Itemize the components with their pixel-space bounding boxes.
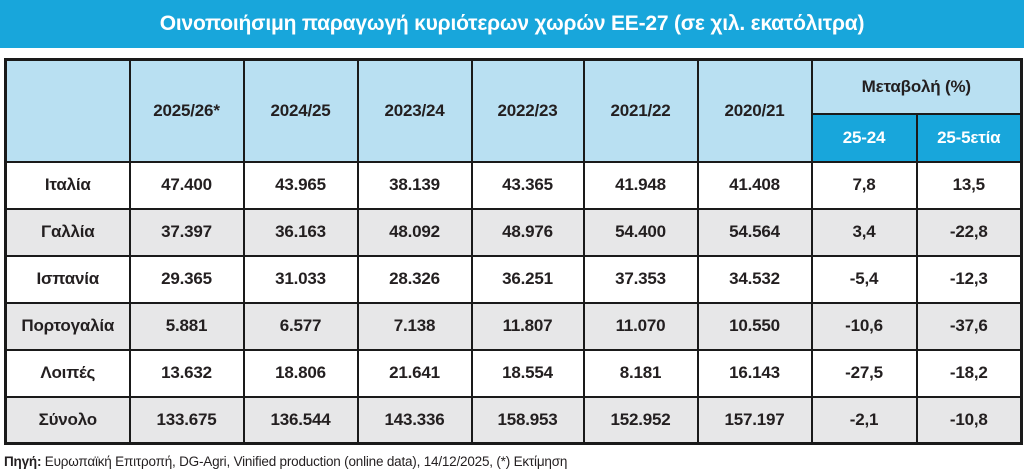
change-cell: -2,1 bbox=[810, 395, 918, 445]
column-header-change-25-24: 25-24 bbox=[810, 112, 918, 163]
value-cell: 47.400 bbox=[128, 160, 245, 210]
value-cell: 152.952 bbox=[582, 395, 699, 445]
column-header-change-25-5yr: 25-5ετία bbox=[915, 112, 1023, 163]
table-row-portugal: Πορτογαλία 5.881 6.577 7.138 11.807 11.0… bbox=[4, 301, 1023, 351]
title-bar: Οινοποιήσιμη παραγωγή κυριότερων χωρών Ε… bbox=[0, 0, 1024, 48]
value-cell: 43.365 bbox=[470, 160, 585, 210]
table-row-france: Γαλλία 37.397 36.163 48.092 48.976 54.40… bbox=[4, 207, 1023, 257]
column-header-2024-25: 2024/25 bbox=[242, 58, 359, 163]
row-label: Λοιπές bbox=[4, 348, 131, 398]
table-body: Ιταλία 47.400 43.965 38.139 43.365 41.94… bbox=[4, 160, 1023, 445]
change-cell: 7,8 bbox=[810, 160, 918, 210]
table-row-others: Λοιπές 13.632 18.806 21.641 18.554 8.181… bbox=[4, 348, 1023, 398]
change-cell: -18,2 bbox=[915, 348, 1023, 398]
row-label: Γαλλία bbox=[4, 207, 131, 257]
value-cell: 133.675 bbox=[128, 395, 245, 445]
value-cell: 6.577 bbox=[242, 301, 359, 351]
column-header-2025-26: 2025/26* bbox=[128, 58, 245, 163]
column-header-2020-21: 2020/21 bbox=[696, 58, 813, 163]
change-cell: -5,4 bbox=[810, 254, 918, 304]
table-row-italy: Ιταλία 47.400 43.965 38.139 43.365 41.94… bbox=[4, 160, 1023, 210]
change-cell: 13,5 bbox=[915, 160, 1023, 210]
header-row-sub: 25-24 25-5ετία bbox=[6, 112, 1023, 163]
value-cell: 41.408 bbox=[696, 160, 813, 210]
value-cell: 136.544 bbox=[242, 395, 359, 445]
value-cell: 54.400 bbox=[582, 207, 699, 257]
row-label: Ισπανία bbox=[4, 254, 131, 304]
value-cell: 10.550 bbox=[696, 301, 813, 351]
value-cell: 8.181 bbox=[582, 348, 699, 398]
change-cell: 3,4 bbox=[810, 207, 918, 257]
value-cell: 54.564 bbox=[696, 207, 813, 257]
corner-cell bbox=[4, 58, 131, 163]
value-cell: 143.336 bbox=[356, 395, 473, 445]
table-row-spain: Ισπανία 29.365 31.033 28.326 36.251 37.3… bbox=[4, 254, 1023, 304]
table-header: 2025/26* 2024/25 2023/24 2022/23 2021/22… bbox=[4, 58, 1023, 163]
value-cell: 7.138 bbox=[356, 301, 473, 351]
value-cell: 157.197 bbox=[696, 395, 813, 445]
value-cell: 5.881 bbox=[128, 301, 245, 351]
column-header-2023-24: 2023/24 bbox=[356, 58, 473, 163]
value-cell: 38.139 bbox=[356, 160, 473, 210]
table-row-total: Σύνολο 133.675 136.544 143.336 158.953 1… bbox=[4, 395, 1023, 445]
column-header-2021-22: 2021/22 bbox=[582, 58, 699, 163]
row-label: Πορτογαλία bbox=[4, 301, 131, 351]
source-note: Πηγή: Ευρωπαϊκή Επιτροπή, DG-Agri, Vinif… bbox=[4, 454, 1020, 469]
source-text: Ευρωπαϊκή Επιτροπή, DG-Agri, Vinified pr… bbox=[41, 454, 568, 469]
value-cell: 18.806 bbox=[242, 348, 359, 398]
value-cell: 11.070 bbox=[582, 301, 699, 351]
value-cell: 43.965 bbox=[242, 160, 359, 210]
value-cell: 36.251 bbox=[470, 254, 585, 304]
change-cell: -37,6 bbox=[915, 301, 1023, 351]
value-cell: 11.807 bbox=[470, 301, 585, 351]
page-title: Οινοποιήσιμη παραγωγή κυριότερων χωρών Ε… bbox=[159, 12, 865, 35]
value-cell: 13.632 bbox=[128, 348, 245, 398]
value-cell: 16.143 bbox=[696, 348, 813, 398]
change-cell: -12,3 bbox=[915, 254, 1023, 304]
value-cell: 36.163 bbox=[242, 207, 359, 257]
header-row-main: 2025/26* 2024/25 2023/24 2022/23 2021/22… bbox=[4, 58, 1023, 163]
value-cell: 18.554 bbox=[470, 348, 585, 398]
value-cell: 48.976 bbox=[470, 207, 585, 257]
value-cell: 21.641 bbox=[356, 348, 473, 398]
change-cell: -27,5 bbox=[810, 348, 918, 398]
value-cell: 37.353 bbox=[582, 254, 699, 304]
value-cell: 37.397 bbox=[128, 207, 245, 257]
value-cell: 28.326 bbox=[356, 254, 473, 304]
column-header-2022-23: 2022/23 bbox=[470, 58, 585, 163]
change-cell: -10,8 bbox=[915, 395, 1023, 445]
change-cell: -22,8 bbox=[915, 207, 1023, 257]
change-cell: -10,6 bbox=[810, 301, 918, 351]
source-label: Πηγή: bbox=[4, 454, 42, 469]
row-label: Ιταλία bbox=[4, 160, 131, 210]
wine-production-table: 2025/26* 2024/25 2023/24 2022/23 2021/22… bbox=[4, 58, 1023, 445]
value-cell: 34.532 bbox=[696, 254, 813, 304]
value-cell: 48.092 bbox=[356, 207, 473, 257]
row-label: Σύνολο bbox=[4, 395, 131, 445]
value-cell: 31.033 bbox=[242, 254, 359, 304]
value-cell: 29.365 bbox=[128, 254, 245, 304]
column-group-change: Μεταβολή (%) bbox=[810, 58, 1023, 115]
value-cell: 158.953 bbox=[470, 395, 585, 445]
value-cell: 41.948 bbox=[582, 160, 699, 210]
